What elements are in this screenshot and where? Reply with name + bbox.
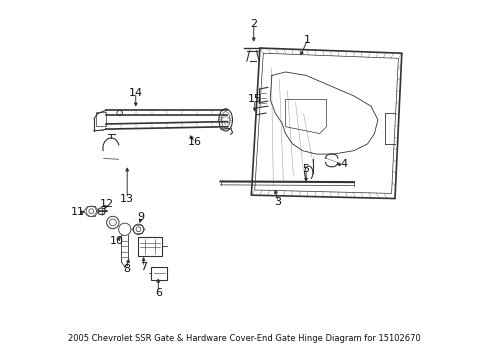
Text: 14: 14 <box>128 87 142 98</box>
Text: 7: 7 <box>140 262 147 272</box>
Text: 16: 16 <box>187 137 202 147</box>
Text: 2005 Chevrolet SSR Gate & Hardware Cover-End Gate Hinge Diagram for 15102670: 2005 Chevrolet SSR Gate & Hardware Cover… <box>68 334 420 343</box>
Text: 13: 13 <box>120 194 134 203</box>
Text: 1: 1 <box>304 35 311 45</box>
Text: 5: 5 <box>302 165 309 175</box>
Text: 10: 10 <box>110 236 124 246</box>
Text: 11: 11 <box>71 207 85 217</box>
Bar <box>138 237 162 256</box>
Bar <box>151 267 166 280</box>
Text: 8: 8 <box>122 264 130 274</box>
Bar <box>96 112 106 126</box>
Text: 15: 15 <box>247 94 261 104</box>
Text: 12: 12 <box>100 199 114 209</box>
Text: 3: 3 <box>274 197 281 207</box>
Text: 9: 9 <box>138 212 144 222</box>
Text: 6: 6 <box>155 288 162 298</box>
Text: 2: 2 <box>250 19 257 29</box>
Text: 4: 4 <box>340 159 346 169</box>
